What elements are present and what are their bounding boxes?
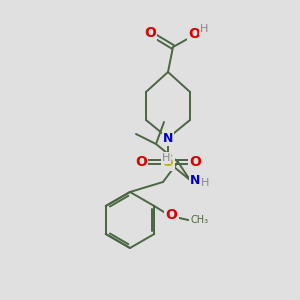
Text: H: H bbox=[162, 153, 170, 163]
Text: O: O bbox=[189, 155, 201, 169]
Text: CH₃: CH₃ bbox=[190, 215, 208, 225]
Text: O: O bbox=[188, 27, 200, 41]
Text: O: O bbox=[165, 208, 177, 222]
Text: N: N bbox=[163, 131, 173, 145]
Text: H: H bbox=[201, 178, 209, 188]
Text: S: S bbox=[163, 154, 173, 169]
Text: H: H bbox=[200, 24, 208, 34]
Text: O: O bbox=[135, 155, 147, 169]
Text: N: N bbox=[190, 173, 200, 187]
Text: O: O bbox=[144, 26, 156, 40]
